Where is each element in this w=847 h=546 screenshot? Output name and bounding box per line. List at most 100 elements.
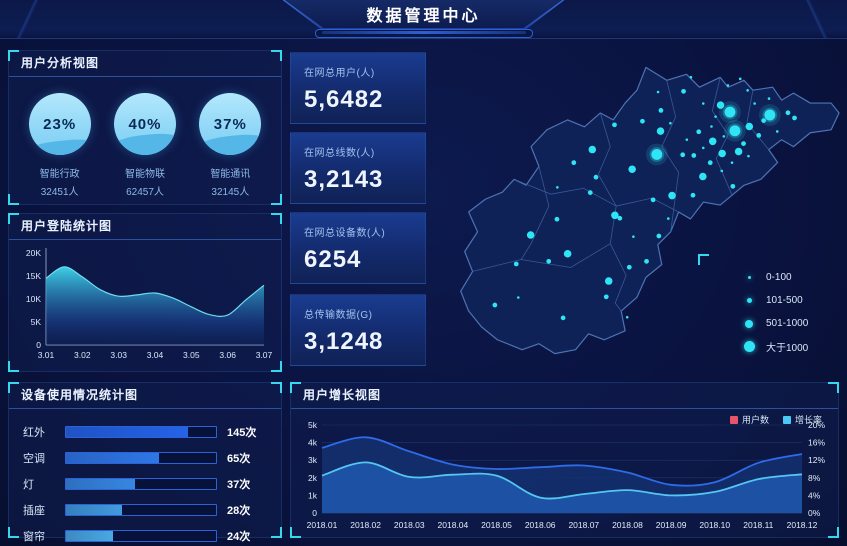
map-dot[interactable]: [628, 165, 636, 174]
map-dot[interactable]: [640, 118, 645, 124]
map-dot[interactable]: [587, 190, 593, 195]
map-dot[interactable]: [756, 133, 762, 138]
map-dot[interactable]: [696, 129, 702, 135]
map-dot[interactable]: [571, 160, 577, 166]
axis-tick-label: 2018.09: [656, 520, 687, 530]
map-dot[interactable]: [746, 89, 749, 92]
map-dot[interactable]: [726, 84, 730, 87]
usage-bar-track[interactable]: [65, 504, 217, 516]
liquid-gauge[interactable]: 23%: [28, 93, 91, 155]
map-dot[interactable]: [701, 102, 705, 105]
map-dot[interactable]: [730, 183, 736, 189]
map-dot[interactable]: [617, 215, 623, 221]
map-dot[interactable]: [588, 145, 597, 154]
map-dot[interactable]: [651, 149, 663, 160]
map-dot[interactable]: [513, 261, 519, 267]
growth-area-chart[interactable]: 0 0% 1k 4% 2k 8% 3k 12% 4k 16% 5k 20% 2018.01 2018.02…: [294, 413, 835, 537]
map-dot[interactable]: [710, 125, 713, 128]
map-dot[interactable]: [691, 153, 697, 158]
map-dot[interactable]: [720, 169, 724, 173]
map-dot[interactable]: [556, 186, 559, 189]
stat-card-total-lines: 在网总线数(人) 3,2143: [290, 132, 426, 204]
map-dot[interactable]: [764, 109, 776, 121]
stat-value: 3,1248: [304, 328, 384, 355]
usage-bar-track[interactable]: [65, 426, 217, 438]
axis-tick-label: 0%: [808, 508, 821, 518]
axis-tick-label: 5K: [31, 317, 42, 327]
map-dot[interactable]: [612, 122, 617, 128]
map-dot[interactable]: [775, 130, 779, 133]
map-svg[interactable]: [432, 44, 843, 380]
map-dot[interactable]: [718, 149, 726, 158]
map-dot[interactable]: [741, 141, 746, 146]
map-dot[interactable]: [625, 315, 629, 319]
map-dot[interactable]: [667, 217, 670, 220]
map-dot[interactable]: [716, 101, 725, 109]
map-dot[interactable]: [526, 231, 535, 239]
legend-swatch-users: [729, 415, 738, 424]
map-dot[interactable]: [689, 75, 693, 79]
map-dot[interactable]: [747, 154, 750, 158]
usage-bar-track[interactable]: [65, 478, 217, 490]
map-dot[interactable]: [724, 106, 736, 118]
map-dot[interactable]: [492, 302, 498, 308]
legend-item-growth-rate[interactable]: 增长率: [782, 413, 822, 426]
map-dot[interactable]: [632, 235, 635, 238]
map-dot[interactable]: [708, 137, 717, 146]
map-dot[interactable]: [668, 191, 676, 200]
corner-bracket: [271, 382, 282, 393]
device-row: 窗帘 24次: [23, 527, 267, 545]
map-dot[interactable]: [669, 121, 672, 125]
map-dot[interactable]: [685, 138, 689, 141]
map-dot[interactable]: [650, 197, 656, 203]
growth-chart-legend: 用户数 增长率: [729, 413, 822, 426]
map-dot[interactable]: [656, 90, 660, 94]
map-dot[interactable]: [680, 152, 686, 158]
map-dot[interactable]: [681, 88, 686, 94]
corner-bracket: [290, 382, 301, 393]
usage-bar-track[interactable]: [65, 452, 217, 464]
map-dot[interactable]: [604, 277, 613, 285]
legend-dot-box: [742, 298, 756, 303]
usage-bar-track[interactable]: [65, 530, 217, 542]
map-dot[interactable]: [767, 97, 771, 100]
map-dot[interactable]: [626, 264, 632, 270]
map-dot[interactable]: [563, 249, 572, 258]
map-dot[interactable]: [722, 135, 726, 138]
map-dot[interactable]: [792, 115, 797, 121]
map-dot[interactable]: [656, 127, 665, 135]
map-dot[interactable]: [714, 115, 717, 118]
map-dot[interactable]: [738, 77, 742, 81]
map-dot[interactable]: [753, 102, 756, 105]
map-dot[interactable]: [730, 161, 734, 164]
map-dot[interactable]: [707, 160, 713, 166]
map-dot[interactable]: [560, 315, 566, 321]
map-dot[interactable]: [644, 258, 649, 264]
map-dot[interactable]: [611, 211, 619, 220]
region-map: 0-100 101-500 501-1000 大于1000: [432, 44, 843, 380]
map-dot[interactable]: [745, 122, 754, 131]
map-dot[interactable]: [593, 174, 599, 180]
map-dot[interactable]: [603, 294, 609, 300]
login-series-line: [45, 266, 265, 318]
map-dot[interactable]: [785, 110, 791, 116]
legend-item-users[interactable]: 用户数: [729, 413, 769, 426]
corner-bracket: [8, 382, 19, 393]
login-area-chart[interactable]: 0 5K 10K 15K 20K 3.01 3.02 3.03 3.04 3.05 3.06 3.07: [14, 241, 276, 373]
map-dot[interactable]: [517, 296, 520, 299]
map-dot[interactable]: [554, 216, 560, 222]
map-dot[interactable]: [546, 258, 552, 264]
map-dot[interactable]: [734, 147, 743, 156]
map-dot[interactable]: [729, 125, 741, 137]
map-dot[interactable]: [690, 192, 696, 198]
legend-label: 0-100: [766, 272, 792, 283]
map-dot[interactable]: [761, 118, 767, 123]
axis-tick-label: 4%: [808, 490, 821, 500]
map-dot[interactable]: [701, 146, 705, 150]
map-dot[interactable]: [656, 233, 662, 239]
liquid-gauge[interactable]: 37%: [199, 93, 262, 155]
map-dot[interactable]: [658, 108, 664, 113]
map-dot[interactable]: [699, 172, 707, 181]
liquid-gauge[interactable]: 40%: [113, 93, 176, 155]
